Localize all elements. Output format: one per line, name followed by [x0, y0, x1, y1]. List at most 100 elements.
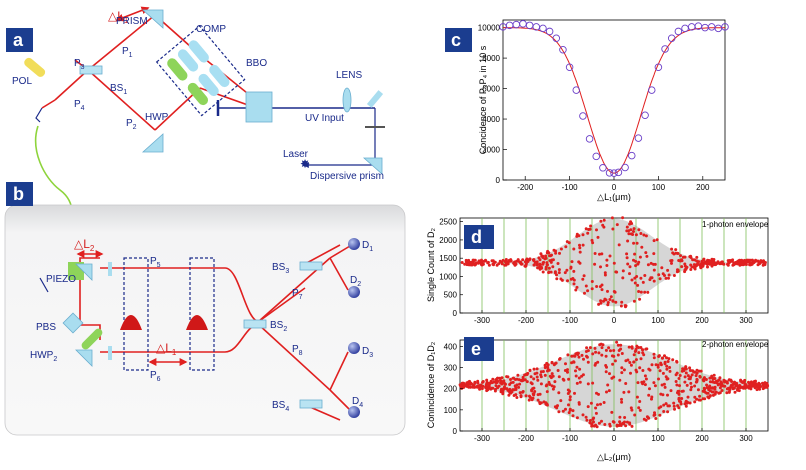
chart-d-point — [633, 276, 637, 280]
chart-d-point — [472, 262, 476, 266]
chart-d-point — [553, 271, 557, 275]
chart-d-point — [558, 251, 561, 255]
chart-e-point — [693, 400, 697, 404]
chart-e-point — [687, 377, 691, 381]
chart-d-point — [670, 259, 674, 262]
chart-e-point — [604, 348, 608, 352]
chart-e-point — [690, 385, 693, 389]
chart-d-point — [625, 225, 629, 229]
chart-d-point — [695, 263, 699, 267]
chart-d-point — [600, 283, 604, 287]
chart-d-point — [623, 304, 627, 308]
detector-d4 — [348, 406, 360, 418]
chart-c-ytick-label: 2000 — [482, 146, 500, 155]
chart-e-point — [672, 404, 676, 408]
chart-e-point — [553, 380, 557, 384]
chart-e-point — [572, 360, 576, 364]
chart-e-point — [594, 350, 598, 354]
chart-d-point — [566, 279, 569, 283]
chart-e-point — [701, 397, 705, 401]
chart-d-point — [541, 261, 545, 265]
chart-e-point — [593, 346, 597, 350]
chart-e-point — [566, 388, 570, 392]
chart-e-point — [578, 367, 582, 371]
chart-e-point — [571, 414, 575, 418]
chart-e-point — [736, 388, 739, 392]
chart-d-point — [586, 289, 590, 293]
chart-e-point — [573, 391, 576, 395]
chart-d-point — [632, 241, 636, 245]
chart-e-xtick-label: -300 — [474, 434, 491, 443]
chart-d-point — [692, 263, 696, 267]
chart-e-point — [577, 402, 581, 406]
chart-c-ytick-label: 4000 — [482, 115, 500, 124]
chart-e-point — [608, 422, 612, 426]
chart-e-point — [598, 343, 602, 347]
chart-c-point — [585, 135, 594, 143]
chart-e-point — [739, 386, 742, 390]
chart-e-point — [519, 394, 523, 398]
chart-e-point — [725, 387, 729, 391]
chart-d-point — [547, 266, 551, 270]
hwp2-prism — [75, 349, 93, 367]
panel-b-badge — [6, 182, 33, 206]
chart-e-point — [699, 369, 703, 373]
chart-d-point — [609, 295, 613, 299]
chart-d-point — [710, 263, 714, 267]
chart-d-point — [611, 299, 615, 303]
chart-d-point — [581, 243, 585, 247]
chart-e-point — [623, 420, 626, 424]
chart-e-point — [566, 353, 570, 357]
panel-b: b △L1 — [4, 182, 406, 436]
chart-e-point — [630, 346, 634, 350]
chart-e-point — [693, 384, 697, 388]
chart-e-point — [618, 420, 622, 424]
chart-e-point — [648, 387, 651, 391]
chart-d-point — [628, 265, 632, 269]
chart-e-point — [733, 390, 737, 394]
chart-e-point — [552, 385, 556, 389]
chart-e-point — [577, 355, 581, 359]
chart-e-point — [575, 381, 579, 385]
chart-d-xtick-label: 300 — [739, 316, 753, 325]
chart-e-point — [677, 396, 681, 400]
chart-e-point — [617, 349, 621, 352]
chart-d-point — [574, 288, 578, 292]
chart-e-point — [696, 388, 700, 392]
chart-d-point — [697, 260, 701, 264]
chart-d-point — [463, 262, 467, 266]
chart-d-point — [572, 282, 576, 286]
chart-d-point — [541, 254, 545, 258]
panel-b-label: b — [13, 184, 24, 204]
chart-d-point — [557, 271, 561, 275]
chart-e-point — [581, 413, 585, 417]
chart-e-point — [604, 370, 608, 374]
chart-e-point — [589, 401, 593, 405]
chart-d-point — [621, 276, 625, 280]
chart-e-point — [673, 407, 676, 411]
chart-e-point — [632, 360, 636, 364]
chart-d-point — [643, 274, 647, 277]
chart-d-point — [632, 227, 636, 231]
chart-e-point — [533, 372, 537, 376]
chart-d-point — [635, 241, 639, 245]
chart-e-point — [627, 390, 631, 394]
delta-l1-label-b: △L1 — [156, 341, 177, 357]
chart-e-point — [665, 364, 669, 368]
chart-e-point — [662, 403, 666, 407]
chart-e-point — [465, 384, 469, 388]
chart-d-point — [525, 257, 529, 261]
chart-e-point — [730, 383, 733, 387]
chart-e-point — [612, 420, 616, 424]
chart-e-point — [611, 362, 615, 366]
chart-e-point — [592, 420, 595, 424]
bs1 — [79, 65, 103, 75]
chart-e-point — [567, 377, 571, 381]
chart-d-point — [487, 263, 491, 267]
chart-d-point — [589, 224, 593, 228]
chart-d-point — [509, 259, 513, 263]
chart-d-point — [610, 216, 614, 220]
chart-d-point — [644, 234, 648, 238]
chart-d-point — [642, 233, 646, 237]
panel-d: -300 -200 -100 0 100 200 300 0 500 1000 1500 2000 25… — [426, 216, 769, 325]
